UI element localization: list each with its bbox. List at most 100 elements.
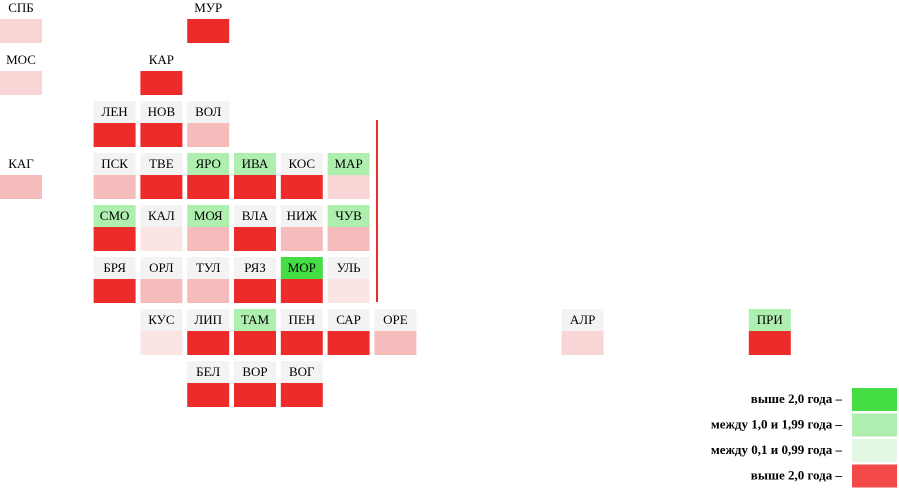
tile-color [327, 331, 370, 355]
tile-label: МОР [288, 260, 316, 275]
tile-label-bg [187, 361, 230, 383]
tile-label-bg [93, 205, 136, 227]
tile-color [327, 227, 370, 251]
overlay-panel [377, 120, 880, 302]
tile-color [280, 279, 323, 303]
tile-label-bg [187, 101, 230, 123]
tile-color [280, 331, 323, 355]
tile-label: БЕЛ [196, 364, 220, 379]
tile-label: МОЯ [194, 208, 223, 223]
tile-color [187, 331, 230, 355]
tile-color [280, 175, 323, 199]
tile-label: КАР [149, 52, 174, 67]
tile-color [140, 71, 183, 95]
tile-label-bg [327, 205, 370, 227]
tile-label-bg [327, 257, 370, 279]
tile-label: НИЖ [287, 208, 318, 223]
tile-label-bg [140, 49, 183, 71]
legend-label: выше 2,0 года – [751, 467, 843, 482]
tile-label-bg [0, 153, 42, 175]
tile-label-bg [374, 309, 417, 331]
tile-label-bg [280, 153, 323, 175]
tile-label: СПБ [8, 0, 34, 15]
tile-label-bg [140, 205, 183, 227]
tile-label-bg [280, 361, 323, 383]
tile-color [0, 71, 42, 95]
tile-label-bg [93, 153, 136, 175]
tile-label: ВЛА [242, 208, 269, 223]
tile-color [140, 175, 183, 199]
tile-label-bg [187, 257, 230, 279]
tile-label: ТУЛ [196, 260, 221, 275]
legend-label: между 0,1 и 0,99 года – [711, 442, 843, 457]
tile-label-bg [93, 101, 136, 123]
tile-color [140, 331, 183, 355]
tile-color [234, 175, 276, 199]
tile-label: МУР [194, 0, 222, 15]
tile-color [327, 175, 370, 199]
tile-color [234, 331, 276, 355]
tile-label-bg [140, 101, 183, 123]
tile-label-bg [561, 309, 604, 331]
tile-color [140, 279, 183, 303]
tile-label-bg [280, 309, 323, 331]
tile-color [234, 383, 276, 407]
tile-color [187, 19, 230, 43]
tile-label: ТАМ [241, 312, 270, 327]
legend-swatch [852, 439, 897, 462]
tile-color [140, 123, 183, 147]
tile-label-bg [187, 153, 230, 175]
tile-label: ВОР [242, 364, 267, 379]
tile-label-bg [280, 257, 323, 279]
tile-label: ОРЛ [149, 260, 174, 275]
tile-label: БРЯ [103, 260, 126, 275]
tile-color [280, 227, 323, 251]
legend-swatch [852, 388, 897, 411]
tile-label-bg [187, 309, 230, 331]
tile-label-bg [140, 309, 183, 331]
tile-color [748, 331, 791, 355]
tile-label-bg [748, 309, 791, 331]
legend-swatch [852, 413, 897, 437]
tile-color [187, 279, 230, 303]
legend-label: между 1,0 и 1,99 года – [711, 416, 843, 431]
tile-label-bg [93, 257, 136, 279]
tile-label-bg [234, 257, 276, 279]
tile-label: ЛИП [194, 312, 222, 327]
tile-color [93, 175, 136, 199]
tile-color [187, 123, 230, 147]
tile-label-bg [234, 361, 276, 383]
tile-color [234, 279, 276, 303]
tile-color [561, 331, 604, 355]
tile-color [0, 175, 42, 199]
tile-color [187, 227, 230, 251]
tile-label-bg [0, 49, 42, 71]
tile-label: ВОЛ [195, 104, 221, 119]
tile-color [93, 123, 136, 147]
tile-label: ЧУВ [335, 208, 362, 223]
tile-color [0, 19, 42, 43]
tile-label: РЯЗ [244, 260, 266, 275]
tile-label: ПРИ [757, 312, 783, 327]
tile-color [280, 383, 323, 407]
tile-label-bg [187, 205, 230, 227]
tile-label: ЛЕН [102, 104, 128, 119]
tile-color [187, 175, 230, 199]
tile-label: КУС [148, 312, 174, 327]
tile-label: СМО [100, 208, 130, 223]
tile-label-bg [234, 205, 276, 227]
tile-label-bg [280, 205, 323, 227]
tile-label: ЯРО [195, 156, 220, 171]
tile-label: ОРЕ [383, 312, 408, 327]
tile-label: НОВ [148, 104, 176, 119]
legend-label: выше 2,0 года – [751, 391, 843, 406]
tile-label: САР [336, 312, 361, 327]
tile-label: ПЕН [288, 312, 315, 327]
tile-label: ИВА [242, 156, 269, 171]
tile-color [93, 227, 136, 251]
tile-label-bg [327, 309, 370, 331]
tile-label-bg [140, 257, 183, 279]
tile-label: КАЛ [148, 208, 175, 223]
tile-label-bg [187, 0, 230, 19]
